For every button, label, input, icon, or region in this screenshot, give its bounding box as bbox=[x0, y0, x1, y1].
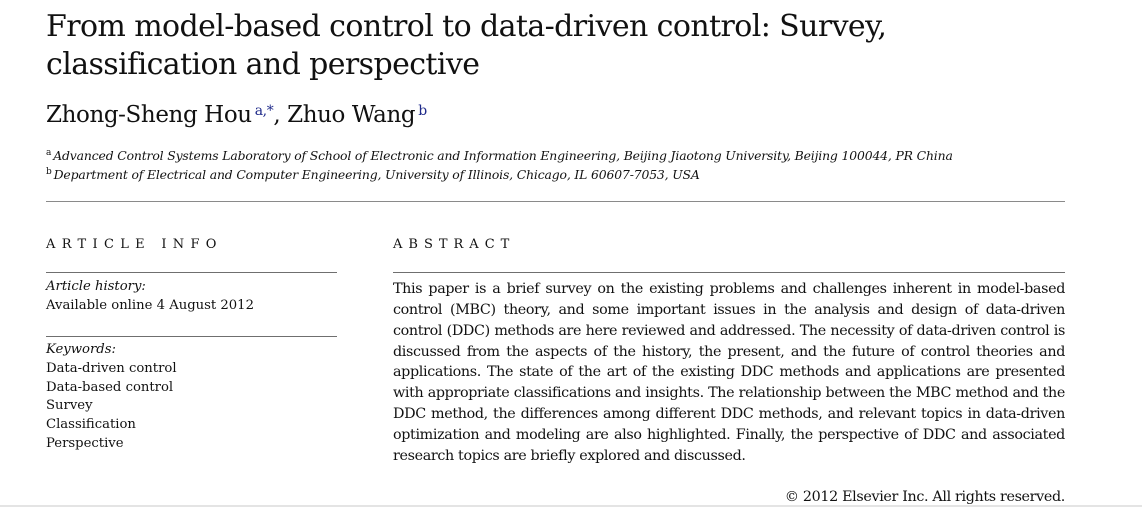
abstract-heading: ABSTRACT bbox=[393, 237, 516, 252]
keyword-item: Classification bbox=[46, 417, 136, 433]
keyword-item: Survey bbox=[46, 398, 93, 414]
affiliation-text: Department of Electrical and Computer En… bbox=[53, 167, 700, 182]
abstract-divider bbox=[393, 272, 1065, 273]
affiliations: a Advanced Control Systems Laboratory of … bbox=[46, 146, 953, 184]
author-affiliation-link[interactable]: a,* bbox=[254, 103, 274, 119]
keyword-item: Data-driven control bbox=[46, 360, 177, 376]
abstract-text: This paper is a brief survey on the exis… bbox=[393, 281, 1065, 464]
author-name[interactable]: Zhong-Sheng Hou bbox=[46, 102, 252, 128]
keyword-item: Perspective bbox=[46, 435, 124, 451]
article-history: Article history: Available online 4 Augu… bbox=[46, 278, 254, 316]
author-affiliation-link[interactable]: b bbox=[418, 103, 427, 119]
article-info-heading: ARTICLE INFO bbox=[46, 237, 223, 252]
author-name[interactable]: Zhuo Wang bbox=[287, 102, 416, 128]
article-info-divider bbox=[46, 272, 337, 273]
keywords-divider bbox=[46, 336, 337, 337]
keywords-section: Keywords: Data-driven control Data-based… bbox=[46, 341, 177, 454]
keyword-item: Data-based control bbox=[46, 379, 174, 395]
article-history-value: Available online 4 August 2012 bbox=[46, 297, 254, 313]
affiliation-text: Advanced Control Systems Laboratory of S… bbox=[53, 148, 953, 163]
copyright-notice: © 2012 Elsevier Inc. All rights reserved… bbox=[784, 489, 1066, 505]
affiliation-mark: b bbox=[46, 167, 52, 177]
keywords-label: Keywords: bbox=[46, 342, 116, 357]
header-divider bbox=[46, 201, 1065, 202]
affiliation-mark: a bbox=[46, 148, 52, 158]
affiliation-item: b Department of Electrical and Computer E… bbox=[46, 165, 953, 184]
author-separator: , bbox=[273, 102, 288, 128]
page-bottom-edge bbox=[0, 505, 1142, 507]
article-history-label: Article history: bbox=[46, 279, 146, 294]
affiliation-item: a Advanced Control Systems Laboratory of … bbox=[46, 146, 953, 165]
author-list: Zhong-Sheng Hou a,*, Zhuo Wang b bbox=[46, 100, 427, 130]
article-title: From model-based control to data-driven … bbox=[46, 9, 887, 82]
